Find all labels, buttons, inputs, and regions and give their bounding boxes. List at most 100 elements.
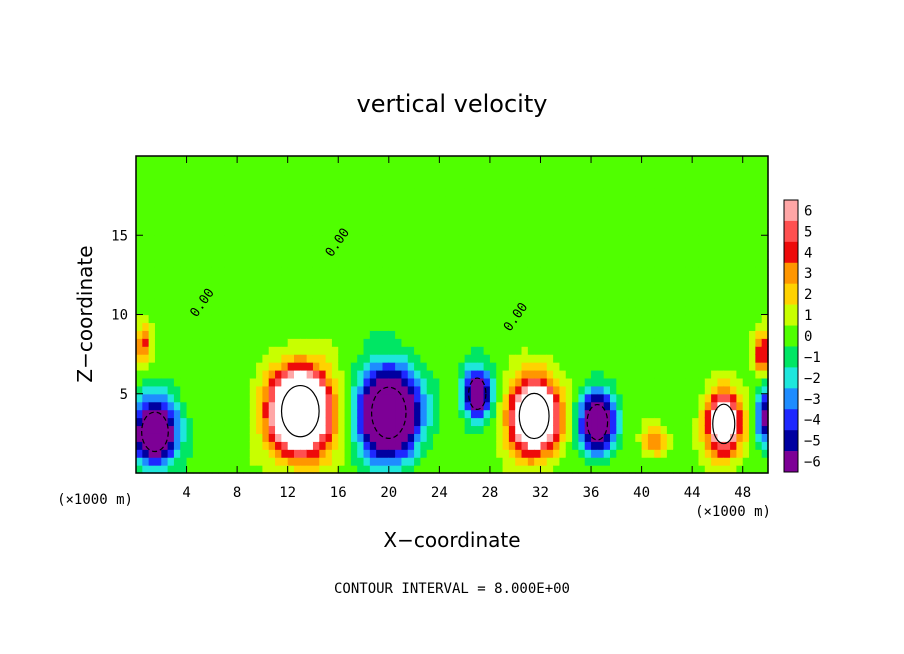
heatmap-cell [218,362,226,371]
heatmap-cell [439,227,447,236]
heatmap-cell [331,235,339,244]
heatmap-cell [502,441,510,450]
heatmap-cell [723,457,731,466]
heatmap-cell [331,156,339,165]
heatmap-cell [660,401,668,411]
heatmap-cell [180,401,188,411]
heatmap-cell [540,433,548,442]
heatmap-cell [515,401,523,411]
heatmap-cell [382,417,390,427]
heatmap-cell [540,449,548,458]
heatmap-cell [306,203,314,213]
heatmap-cell [477,219,485,228]
heatmap-cell [312,354,320,363]
heatmap-cell [154,282,162,292]
heatmap-cell [761,393,769,403]
heatmap-cell [483,266,491,276]
heatmap-cell [243,290,251,300]
heatmap-cell [300,259,308,268]
heatmap-cell [287,457,295,466]
heatmap-cell [363,409,371,419]
heatmap-cell [294,425,301,434]
heatmap-cell [572,417,579,427]
heatmap-cell [325,401,333,411]
heatmap-cell [262,322,270,331]
heatmap-cell [458,346,466,355]
heatmap-cell [312,449,320,458]
heatmap-cell [268,227,276,236]
heatmap-cell [502,346,510,355]
heatmap-cell [369,179,377,189]
heatmap-cell [350,362,358,371]
heatmap-cell [312,417,320,427]
heatmap-cell [755,433,763,442]
heatmap-cell [597,425,605,434]
heatmap-cell [717,171,725,181]
heatmap-cell [603,362,611,371]
heatmap-cell [591,417,598,427]
heatmap-cell [489,338,497,347]
heatmap-cell [180,409,188,419]
heatmap-cell [673,259,681,268]
heatmap-cell [489,409,497,419]
heatmap-cell [249,179,257,189]
heatmap-cell [211,259,219,268]
heatmap-cell [192,449,200,458]
heatmap-cell [458,195,466,205]
heatmap-cell [660,266,668,276]
heatmap-cell [540,156,548,165]
heatmap-cell [426,449,434,458]
heatmap-cell [161,203,169,213]
heatmap-cell [452,417,459,427]
heatmap-cell [502,354,510,363]
heatmap-cell [704,251,712,260]
heatmap-cell [382,298,390,308]
heatmap-cell [192,401,200,411]
heatmap-cell [331,362,339,371]
heatmap-cell [660,243,668,252]
heatmap-cell [287,282,295,292]
heatmap-cell [136,330,143,339]
heatmap-cell [420,465,428,474]
heatmap-cell [376,195,384,205]
heatmap-cell [192,306,200,316]
heatmap-cell [616,393,624,403]
heatmap-cell [477,163,485,173]
heatmap-cell [736,314,744,324]
heatmap-cell [148,465,156,474]
heatmap-cell [717,235,725,244]
heatmap-cell [445,346,453,355]
heatmap-cell [584,354,592,363]
heatmap-cell [679,266,687,276]
heatmap-cell [565,457,573,466]
heatmap-cell [673,457,681,466]
heatmap-cell [294,227,301,236]
heatmap-cell [395,187,403,197]
heatmap-cell [281,457,289,466]
heatmap-cell [742,266,750,276]
heatmap-cell [597,330,605,339]
heatmap-cell [527,377,535,387]
heatmap-cell [483,346,491,355]
heatmap-cell [148,338,156,347]
heatmap-cell [698,457,706,466]
heatmap-cell [470,211,478,221]
heatmap-cell [470,187,478,197]
heatmap-cell [350,156,358,165]
heatmap-cell [445,465,453,474]
heatmap-cell [597,227,605,236]
heatmap-cell [357,282,365,292]
heatmap-cell [508,211,516,221]
heatmap-cell [711,219,719,228]
heatmap-cell [344,195,352,205]
heatmap-cell [616,219,624,228]
heatmap-cell [673,251,681,260]
heatmap-cell [445,274,453,284]
heatmap-cell [376,314,384,324]
heatmap-cell [666,274,674,284]
heatmap-cell [685,163,693,173]
heatmap-cell [679,314,687,324]
heatmap-cell [565,465,573,474]
heatmap-cell [698,322,706,331]
heatmap-cell [407,179,415,189]
